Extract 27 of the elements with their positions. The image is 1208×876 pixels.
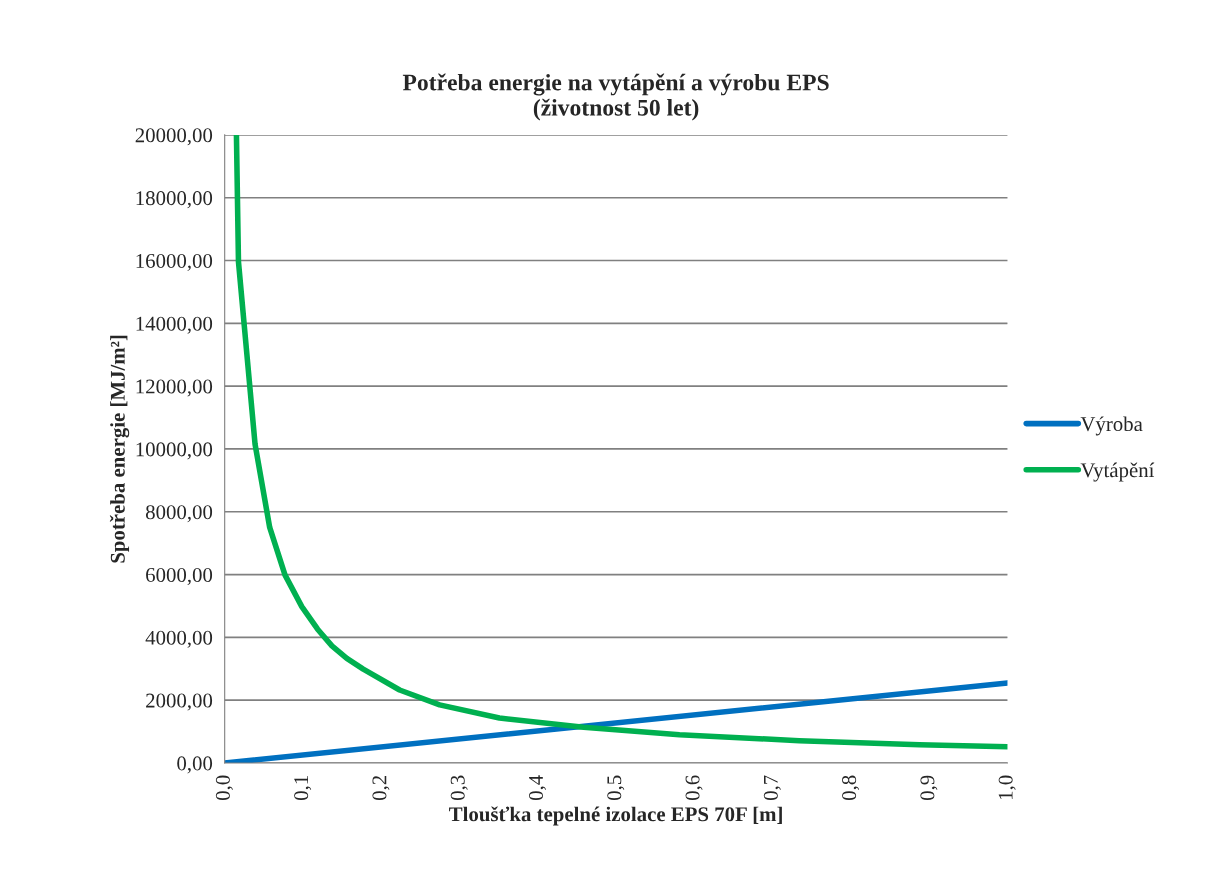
x-tick-label: 0,1 — [294, 776, 312, 801]
x-tick-label: 0,9 — [920, 775, 938, 801]
chart-title: Potřeba energie na vytápění a výrobu EPS (životnost 50 let) — [402, 73, 829, 121]
y-tick-label: 16000,00 — [136, 253, 213, 271]
y-tick-label: 20000,00 — [135, 128, 213, 146]
y-tick-label: 14000,00 — [136, 316, 213, 334]
y-tick-label: 0,00 — [177, 756, 213, 774]
x-tick-label: 1,0 — [998, 775, 1016, 800]
y-tick-label: 12000,00 — [136, 379, 213, 397]
y-axis-title: Spotřeba energie [MJ/m²] — [109, 335, 130, 563]
y-tick-label: 6000,00 — [146, 567, 213, 585]
x-tick-label: 0,0 — [215, 775, 233, 801]
x-tick-label: 0,7 — [763, 775, 781, 801]
y-tick-label: 8000,00 — [145, 505, 213, 523]
legend-label: Vytápění — [1080, 462, 1155, 482]
y-tick-label: 18000,00 — [136, 191, 213, 209]
legend-label: Výroba — [1080, 416, 1143, 436]
x-tick-label: 0,3 — [450, 775, 468, 801]
x-tick-label: 0,2 — [372, 775, 390, 801]
x-tick-label: 0,5 — [607, 775, 625, 801]
y-tick-label: 4000,00 — [145, 630, 213, 648]
y-tick-label: 10000,00 — [136, 442, 213, 460]
x-tick-label: 0,6 — [685, 775, 703, 801]
x-tick-label: 0,8 — [842, 775, 860, 801]
x-axis-title: Tloušťka tepelné izolace EPS 70F [m] — [449, 806, 782, 826]
x-tick-label: 0,4 — [528, 775, 547, 801]
y-tick-label: 2000,00 — [146, 693, 213, 711]
